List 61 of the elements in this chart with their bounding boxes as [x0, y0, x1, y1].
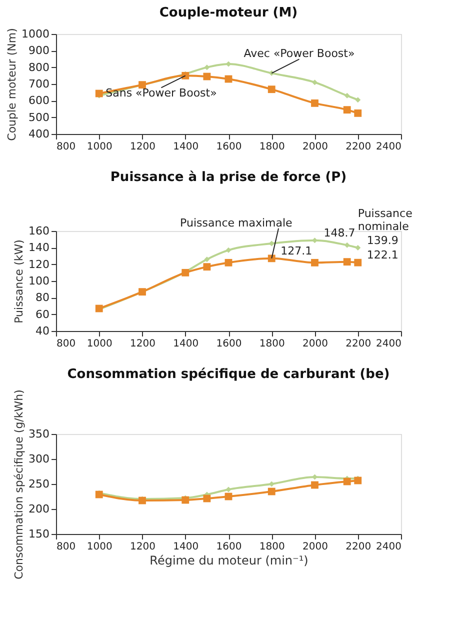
- y-tick-label: 100: [28, 274, 50, 288]
- x-tick-label: 2000: [302, 142, 328, 152]
- x-tick-label: 1200: [130, 542, 156, 552]
- y-axis-title: Consommation spécifique (g/kWh): [12, 390, 26, 580]
- y-axis-title: Couple moteur (Nm): [6, 28, 19, 141]
- series-label: Sans «Power Boost»: [106, 86, 217, 100]
- x-tick-label: 800: [56, 338, 76, 350]
- y-tick-label: 400: [28, 128, 50, 140]
- x-tick-label: 1000: [86, 542, 112, 552]
- x-tick-label: 1800: [259, 142, 285, 152]
- y-tick-label: 350: [28, 428, 50, 440]
- x-tick-label: 2400: [376, 142, 402, 152]
- y-tick-label: 60: [36, 308, 50, 321]
- x-tick-label: 1400: [173, 142, 199, 152]
- y-tick-label: 900: [28, 44, 50, 58]
- y-tick-label: 150: [28, 528, 50, 540]
- x-tick-label: 1600: [216, 542, 242, 552]
- x-tick-label: 2200: [346, 542, 372, 552]
- x-tick-label: 1000: [86, 338, 112, 350]
- y-tick-label: 200: [28, 502, 50, 516]
- y-tick-label: 80: [36, 291, 50, 304]
- y-tick-label: 800: [28, 60, 50, 74]
- x-tick-label: 1800: [259, 338, 285, 350]
- x-tick-label: 2200: [346, 338, 372, 350]
- y-axis-title: Puissance (kW): [12, 240, 26, 324]
- y-tick-label: 700: [28, 78, 50, 90]
- data-label: 148.7: [324, 226, 356, 240]
- x-tick-label: 2400: [376, 338, 402, 350]
- x-tick-label: 1600: [216, 142, 242, 152]
- y-tick-label: 140: [28, 241, 50, 254]
- y-tick-label: 500: [28, 110, 50, 124]
- annotation: Puissance nominale: [358, 206, 413, 233]
- annotation: Puissance maximale: [180, 216, 293, 230]
- y-tick-label: 120: [28, 258, 50, 271]
- x-tick-label: 800: [56, 542, 76, 552]
- x-tick-label: 1400: [173, 542, 199, 552]
- x-tick-label: 2000: [302, 542, 328, 552]
- y-tick-label: 250: [28, 478, 50, 490]
- y-tick-label: 1000: [22, 28, 50, 40]
- chart-title: Consommation spécifique de carburant (be): [67, 367, 390, 382]
- y-tick-label: 600: [28, 94, 50, 108]
- data-label: 127.1: [280, 244, 312, 258]
- chart-title: Puissance à la prise de force (P): [110, 170, 347, 185]
- x-tick-label: 1000: [86, 142, 112, 152]
- x-tick-label: 1400: [173, 338, 199, 350]
- x-tick-label: 2000: [302, 338, 328, 350]
- y-tick-label: 160: [28, 224, 50, 238]
- x-tick-label: 2400: [376, 542, 402, 552]
- x-tick-label: 800: [56, 142, 76, 152]
- x-tick-label: 2200: [346, 142, 372, 152]
- x-tick-label: 1200: [130, 338, 156, 350]
- y-tick-label: 300: [28, 452, 50, 466]
- chart-title: Couple-moteur (M): [159, 6, 298, 21]
- y-tick-label: 40: [36, 324, 50, 338]
- x-tick-label: 1600: [216, 338, 242, 350]
- series-label: Avec «Power Boost»: [244, 47, 355, 60]
- data-label: 139.9: [366, 234, 398, 247]
- x-axis-title: Régime du moteur (min⁻¹): [150, 554, 308, 568]
- data-label: 122.1: [366, 248, 398, 262]
- x-tick-label: 1800: [259, 542, 285, 552]
- x-tick-label: 1200: [130, 142, 156, 152]
